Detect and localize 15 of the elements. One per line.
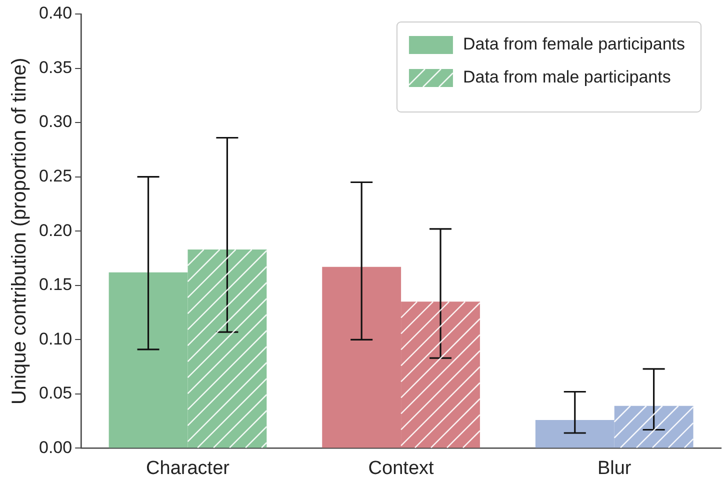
- y-tick-label: 0.40: [38, 4, 72, 23]
- x-tick-label: Character: [146, 458, 230, 479]
- y-tick-label: 0.00: [38, 438, 72, 457]
- y-tick-label: 0.05: [38, 384, 72, 403]
- x-tick-label: Context: [368, 458, 434, 479]
- y-tick-label: 0.25: [38, 166, 72, 186]
- y-axis-title: Unique contribution (proportion of time): [8, 58, 31, 405]
- y-tick-label: 0.15: [38, 275, 72, 294]
- y-tick-label: 0.10: [38, 329, 72, 348]
- y-tick-label: 0.35: [38, 58, 72, 77]
- y-tick-label: 0.20: [38, 220, 72, 240]
- x-tick-label: Blur: [597, 458, 632, 479]
- y-tick-label: 0.30: [38, 112, 72, 132]
- legend-label: Data from male participants: [462, 68, 671, 87]
- legend-label: Data from female participants: [462, 34, 686, 54]
